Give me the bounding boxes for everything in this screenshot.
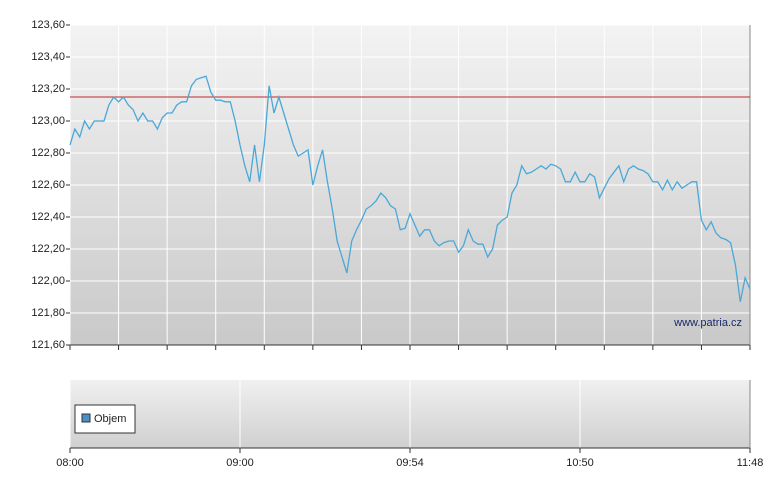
x-tick-label: 09:54 xyxy=(396,457,424,469)
y-tick-label: 122,40 xyxy=(31,211,65,223)
x-tick-label: 08:00 xyxy=(56,457,84,469)
x-tick-label: 10:50 xyxy=(566,457,594,469)
y-tick-label: 122,80 xyxy=(31,147,65,159)
y-tick-label: 122,20 xyxy=(31,243,65,255)
y-tick-label: 121,60 xyxy=(31,339,65,351)
legend-label: Objem xyxy=(94,413,126,425)
legend-swatch xyxy=(81,413,91,423)
watermark: www.patria.cz xyxy=(673,317,742,329)
y-tick-label: 121,80 xyxy=(31,307,65,319)
y-tick-label: 123,20 xyxy=(31,83,65,95)
y-tick-label: 122,60 xyxy=(31,179,65,191)
y-tick-label: 123,60 xyxy=(31,19,65,31)
x-tick-label: 09:00 xyxy=(226,457,254,469)
x-tick-label: 11:48 xyxy=(737,457,764,469)
y-tick-label: 122,00 xyxy=(31,275,65,287)
y-tick-label: 123,00 xyxy=(31,115,65,127)
price-line xyxy=(69,75,751,302)
y-tick-label: 123,40 xyxy=(31,51,65,63)
